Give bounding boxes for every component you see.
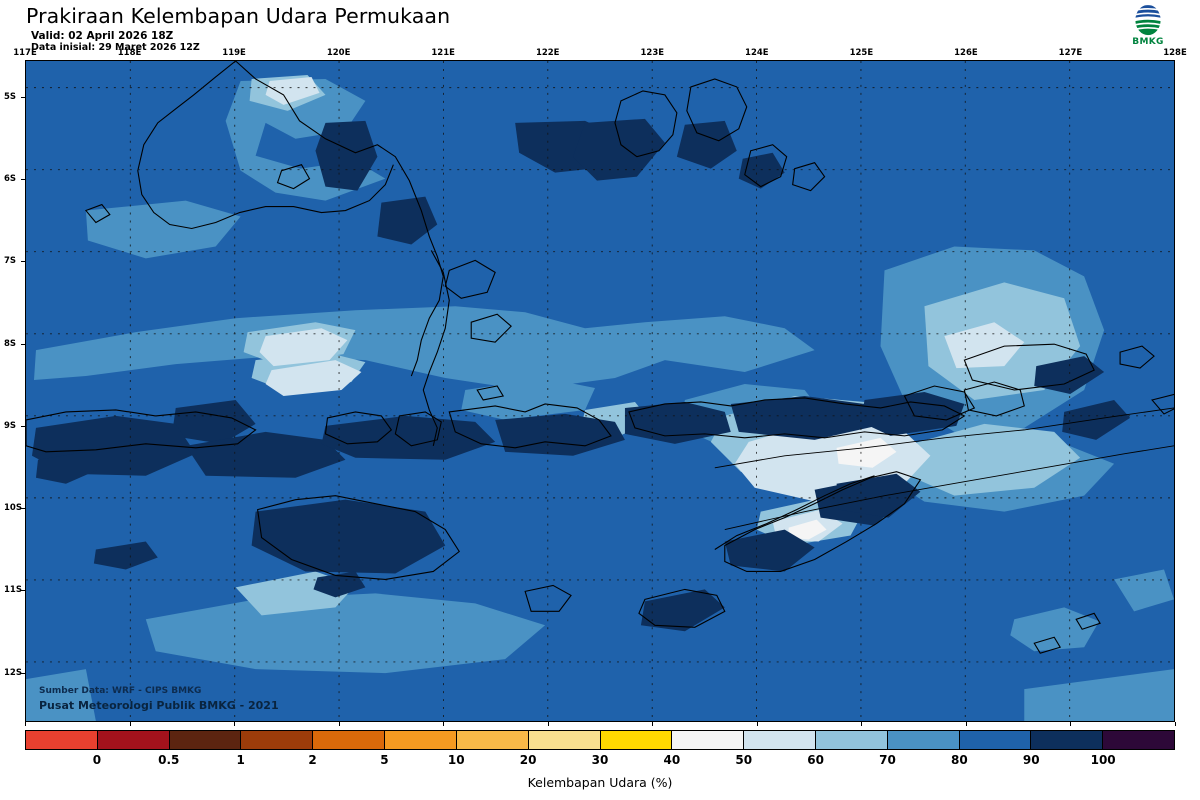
y-axis-label: 5S: [4, 92, 17, 102]
colorbar[interactable]: [25, 730, 1175, 750]
colorbar-swatch[interactable]: [1031, 731, 1104, 749]
x-axis-label: 126E: [954, 48, 978, 58]
colorbar-tick-label: 1: [236, 753, 245, 767]
x-axis-label: 119E: [222, 48, 246, 58]
x-axis-label: 127E: [1058, 48, 1083, 58]
y-axis-tick: [21, 97, 25, 98]
initial-data-label: Data inisial: 29 Maret 2026 12Z: [31, 42, 200, 53]
colorbar-tick-label: 100: [1090, 753, 1116, 767]
colorbar-swatch[interactable]: [528, 731, 601, 749]
colorbar-tick-label: 0: [92, 753, 102, 767]
colorbar-swatch[interactable]: [456, 731, 529, 749]
bmkg-logo: BMKG: [1120, 4, 1176, 54]
colorbar-ticks: 0 0.5 1 2 5 10 20 30 40 50 60 70 80 90 100: [25, 750, 1175, 768]
y-axis-label: 9S: [4, 420, 17, 431]
y-axis-label: 7S: [4, 256, 17, 267]
bmkg-emblem-icon: [1134, 4, 1162, 36]
y-axis-tick: [21, 343, 25, 345]
coastlines: [26, 61, 1174, 654]
x-axis-tick: [338, 722, 340, 726]
colorbar-tick-label: 40: [663, 753, 681, 767]
colorbar-swatch[interactable]: [385, 731, 457, 749]
header: Prakiraan Kelembapan Udara Permukaan Val…: [0, 0, 1200, 56]
colorbar-tick-label: 70: [879, 753, 896, 767]
credit-organization: Pusat Meteorologi Publik BMKG - 2021: [39, 699, 279, 712]
colorbar-title: Kelembapan Udara (%): [527, 775, 673, 790]
x-axis-label: 118E: [117, 48, 142, 58]
colorbar-tick-label: 60: [807, 753, 824, 767]
y-axis-tick: [21, 508, 25, 510]
x-axis-label: 117E: [13, 48, 37, 58]
credit-source: Sumber Data: WRF - CIPS BMKG: [39, 686, 202, 696]
x-axis-tick: [965, 722, 967, 726]
colorbar-swatch[interactable]: [815, 731, 888, 749]
colorbar-swatch[interactable]: [600, 731, 673, 749]
colorbar-swatch[interactable]: [1103, 731, 1174, 749]
y-axis-label: 11S: [4, 585, 22, 596]
colorbar-swatch[interactable]: [169, 731, 242, 749]
x-axis-label: 122E: [535, 48, 560, 58]
y-axis-label: 12S: [4, 667, 22, 678]
colorbar-swatch[interactable]: [887, 731, 960, 749]
x-axis-tick: [1175, 722, 1176, 726]
humidity-map[interactable]: Sumber Data: WRF - CIPS BMKG Pusat Meteo…: [25, 60, 1175, 722]
colorbar-tick-label: 30: [591, 753, 609, 767]
y-axis-tick: [21, 261, 25, 263]
y-axis-label: 8S: [4, 338, 17, 349]
x-axis-label: 124E: [745, 48, 769, 58]
colorbar-swatch[interactable]: [241, 731, 314, 749]
x-axis-tick: [861, 722, 863, 726]
colorbar-tick-label: 0.5: [158, 753, 180, 767]
y-axis-tick: [21, 672, 25, 674]
y-axis-tick: [21, 179, 25, 181]
colorbar-swatch[interactable]: [97, 731, 170, 749]
x-axis-label: 120E: [326, 48, 351, 58]
x-axis-tick: [1070, 722, 1072, 726]
bmkg-logo-text: BMKG: [1132, 37, 1164, 47]
colorbar-tick-label: 2: [308, 753, 317, 767]
colorbar-tick-label: 80: [951, 753, 968, 767]
colorbar-swatch[interactable]: [26, 731, 98, 749]
colorbar-swatch[interactable]: [672, 731, 745, 749]
y-axis-tick: [21, 425, 25, 427]
x-axis-label: 121E: [431, 48, 455, 58]
valid-time-label: Valid: 02 April 2026 18Z: [31, 30, 174, 42]
colorbar-swatch[interactable]: [744, 731, 816, 749]
y-axis-label: 10S: [4, 503, 22, 514]
colorbar-container: 0 0.5 1 2 5 10 20 30 40 50 60 70 80 90 100: [25, 730, 1175, 767]
map-contour-canvas: [26, 61, 1174, 721]
colorbar-tick-label: 5: [380, 753, 389, 767]
colorbar-tick-label: 90: [1022, 753, 1040, 767]
x-axis-label: 123E: [640, 48, 665, 58]
x-axis-tick: [129, 722, 131, 726]
x-axis-tick: [756, 722, 758, 726]
page-title: Prakiraan Kelembapan Udara Permukaan: [26, 4, 451, 28]
x-axis-tick: [25, 722, 26, 726]
x-axis-label: 125E: [849, 48, 874, 58]
colorbar-swatch[interactable]: [959, 731, 1032, 749]
colorbar-tick-label: 20: [519, 753, 537, 767]
y-axis-label: 6S: [4, 174, 17, 185]
colorbar-swatch[interactable]: [313, 731, 386, 749]
y-axis-tick: [21, 590, 25, 592]
x-axis-tick: [443, 722, 445, 726]
contour-band-90-100: [31, 118, 1131, 632]
x-axis-label: 128E: [1163, 48, 1187, 58]
colorbar-tick-label: 10: [447, 753, 465, 767]
x-axis-tick: [234, 722, 236, 726]
colorbar-tick-label: 50: [735, 753, 753, 767]
x-axis-tick: [547, 722, 549, 726]
x-axis-tick: [652, 722, 654, 726]
